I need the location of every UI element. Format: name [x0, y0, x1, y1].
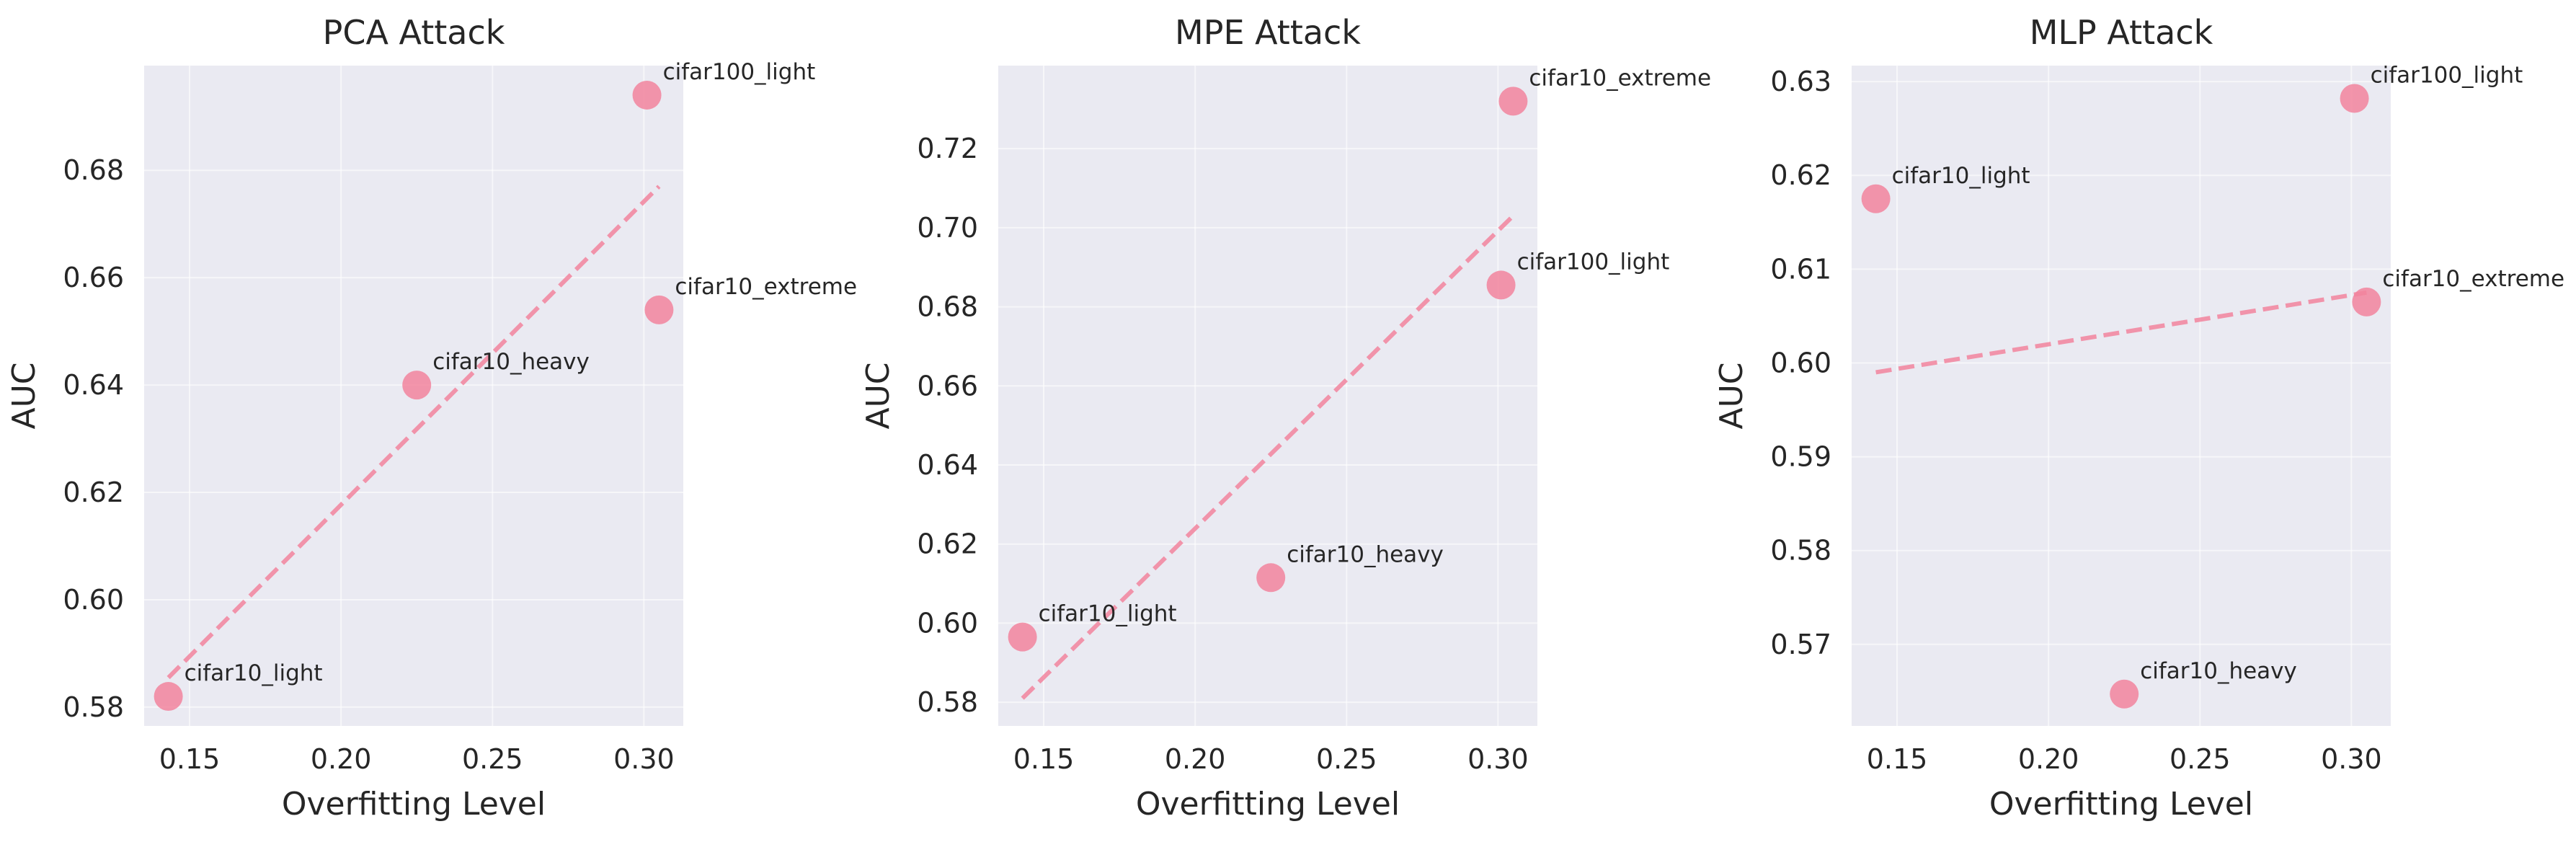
x-tick-label: 0.20	[2018, 743, 2079, 775]
y-tick-label: 0.62	[63, 477, 124, 508]
point-label: cifar10_heavy	[432, 349, 590, 375]
plot-area	[998, 66, 1537, 726]
chart-title: PCA Attack	[323, 13, 505, 52]
data-point	[2352, 287, 2381, 316]
y-tick-label: 0.64	[63, 369, 124, 401]
x-tick-label: 0.30	[1467, 743, 1529, 775]
y-axis-label: AUC	[1713, 362, 1750, 429]
x-tick-label: 0.25	[1316, 743, 1377, 775]
y-tick-label: 0.68	[917, 291, 978, 323]
chart-panel-3: cifar10_light cifar10_heavy cifar100_light…	[1713, 13, 2564, 823]
point-label: cifar10_light	[185, 660, 323, 686]
x-tick-label: 0.15	[159, 743, 221, 775]
y-axis-label: AUC	[860, 362, 897, 429]
y-tick-label: 0.58	[63, 691, 124, 723]
chart-title: MPE Attack	[1175, 13, 1361, 52]
data-point	[644, 295, 674, 324]
data-point	[1256, 563, 1286, 593]
data-point	[154, 682, 183, 712]
trend-line	[166, 185, 661, 680]
x-axis-label: Overfitting Level	[1136, 786, 1400, 823]
y-tick-label: 0.60	[1770, 347, 1831, 378]
x-tick-label: 0.15	[1867, 743, 1928, 775]
y-tick-label: 0.58	[1770, 535, 1831, 567]
x-tick-label: 0.15	[1013, 743, 1075, 775]
point-label: cifar100_light	[663, 59, 816, 85]
point-label: cifar10_extreme	[675, 274, 857, 300]
point-label: cifar10_heavy	[1287, 541, 1444, 567]
x-axis-label: Overfitting Level	[1989, 786, 2253, 823]
point-label: cifar100_light	[1517, 249, 1670, 275]
data-point	[1486, 270, 1516, 300]
point-label: cifar10_heavy	[2140, 658, 2297, 684]
y-tick-label: 0.68	[63, 154, 124, 186]
data-point	[632, 80, 662, 110]
point-label: cifar10_extreme	[2382, 266, 2564, 292]
y-tick-label: 0.66	[63, 262, 124, 293]
y-tick-label: 0.60	[63, 584, 124, 616]
y-tick-label: 0.60	[917, 607, 978, 639]
data-point	[402, 371, 432, 400]
point-label: cifar10_extreme	[1529, 65, 1711, 91]
chart-title: MLP Attack	[2030, 13, 2213, 52]
y-tick-label: 0.66	[917, 370, 978, 402]
data-point	[2110, 679, 2139, 709]
x-tick-label: 0.30	[2321, 743, 2382, 775]
y-tick-label: 0.59	[1770, 441, 1831, 473]
data-point	[1008, 622, 1037, 652]
y-tick-label: 0.70	[917, 212, 978, 244]
y-axis-label: AUC	[6, 362, 43, 429]
point-label: cifar10_light	[1039, 601, 1177, 627]
y-tick-label: 0.58	[917, 686, 978, 718]
y-tick-label: 0.61	[1770, 253, 1831, 285]
y-tick-label: 0.63	[1770, 66, 1831, 97]
x-axis-label: Overfitting Level	[282, 786, 546, 823]
y-tick-label: 0.72	[917, 133, 978, 164]
data-point	[1861, 184, 1891, 213]
data-point	[1498, 87, 1528, 116]
x-tick-label: 0.20	[311, 743, 372, 775]
x-tick-label: 0.25	[2169, 743, 2231, 775]
y-tick-label: 0.62	[1770, 159, 1831, 191]
chart-panel-2: cifar10_light cifar10_heavy cifar100_light…	[860, 13, 1711, 823]
y-tick-label: 0.62	[917, 528, 978, 560]
x-tick-label: 0.25	[462, 743, 523, 775]
data-point	[2340, 84, 2369, 113]
trend-line	[1875, 290, 2367, 375]
point-label: cifar100_light	[2371, 63, 2523, 89]
chart-panel-1: cifar10_light cifar10_heavy cifar100_light…	[6, 13, 857, 823]
x-tick-label: 0.20	[1165, 743, 1226, 775]
y-tick-label: 0.57	[1770, 629, 1831, 660]
y-tick-label: 0.64	[917, 449, 978, 481]
point-label: cifar10_light	[1892, 163, 2030, 189]
x-tick-label: 0.30	[613, 743, 675, 775]
